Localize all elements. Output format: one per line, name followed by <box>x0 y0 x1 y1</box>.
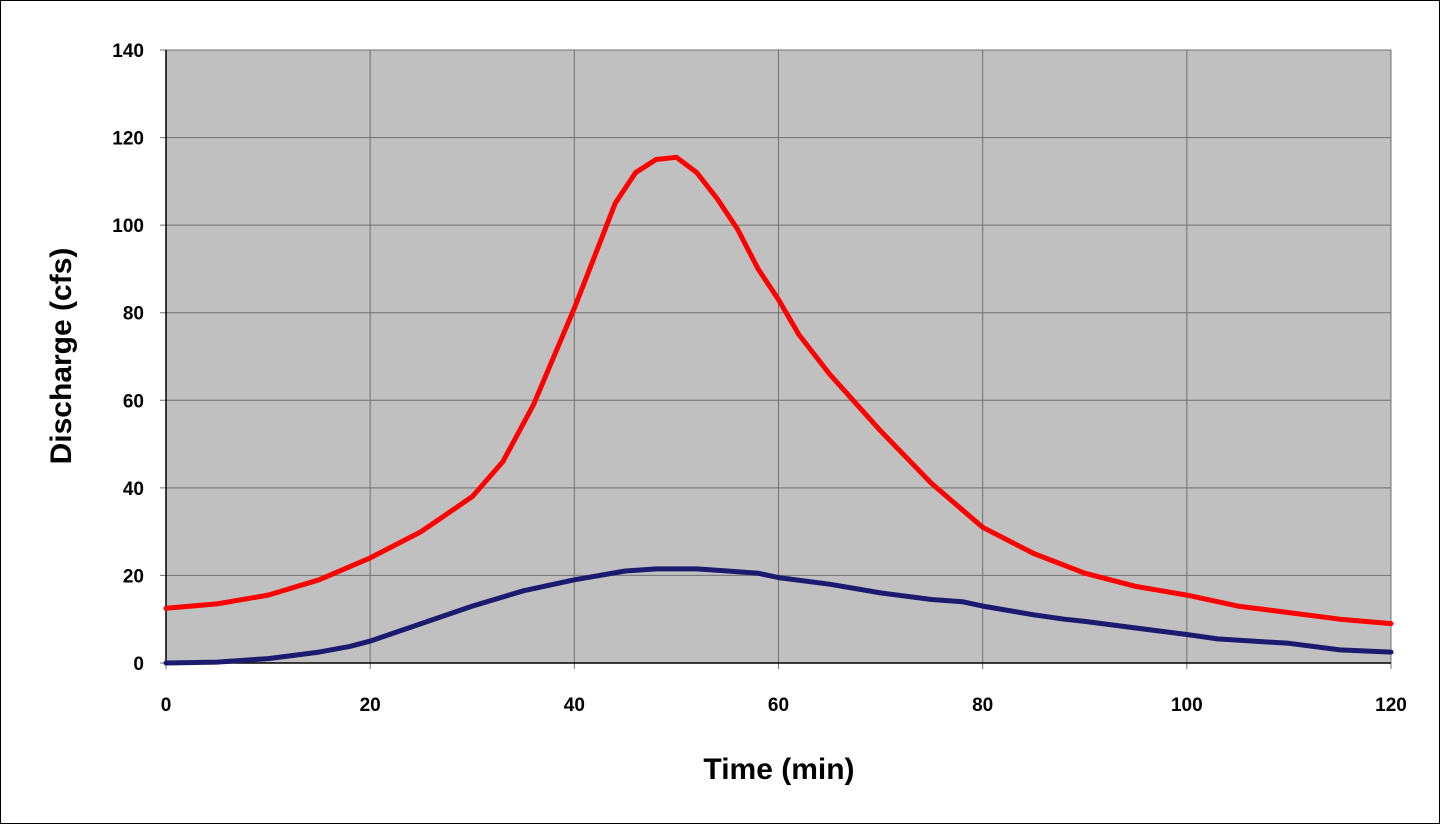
x-tick-label: 20 <box>360 695 381 716</box>
y-axis-label: Discharge (cfs) <box>45 248 78 465</box>
x-tick-label: 120 <box>1375 695 1407 716</box>
y-tick-label: 100 <box>112 216 144 237</box>
x-tick-label: 80 <box>972 695 993 716</box>
x-tick-label: 0 <box>161 695 172 716</box>
x-tick-label: 60 <box>768 695 789 716</box>
x-tick-label: 100 <box>1171 695 1203 716</box>
y-tick-label: 40 <box>123 479 144 500</box>
y-tick-label: 60 <box>123 391 144 412</box>
y-tick-label: 140 <box>112 41 144 62</box>
x-axis-label: Time (min) <box>703 753 854 786</box>
y-tick-label: 80 <box>123 304 144 325</box>
series-line-blue <box>163 566 1394 666</box>
y-tick-label: 20 <box>123 566 144 587</box>
tick-labels: 0 20 40 60 80 100 120 0 20 40 60 80 100 120 140 <box>112 41 1407 716</box>
series-line-red <box>163 154 1394 627</box>
series-lines <box>163 154 1394 666</box>
x-tick-label: 40 <box>564 695 585 716</box>
y-tick-label: 120 <box>112 129 144 150</box>
y-tick-label: 0 <box>133 654 144 675</box>
